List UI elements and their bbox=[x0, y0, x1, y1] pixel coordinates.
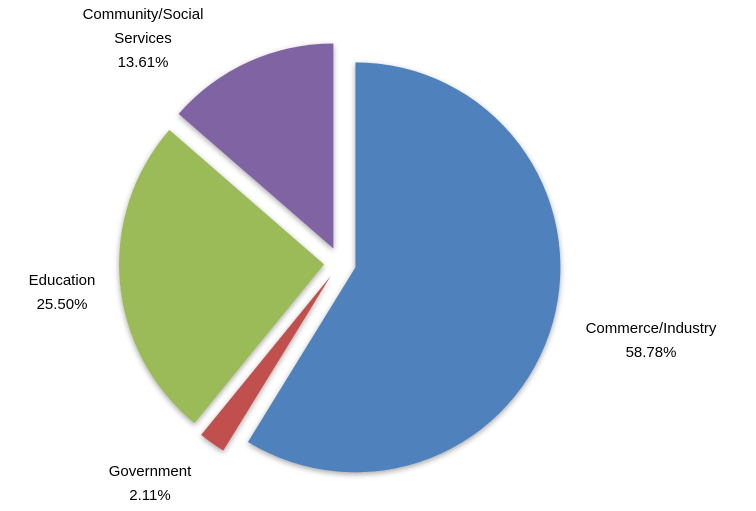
data-label: Community/Social Services 13.61% bbox=[83, 6, 204, 71]
pie-slice-community-social-services bbox=[178, 43, 334, 249]
pie-slice-commerce-industry bbox=[247, 62, 561, 473]
pie-slice-education bbox=[119, 129, 325, 424]
data-label: Government 2.11% bbox=[109, 463, 192, 504]
pie-slice-government bbox=[201, 276, 331, 451]
data-label: Education 25.50% bbox=[29, 272, 96, 313]
data-label: Commerce/Industry 58.78% bbox=[586, 320, 717, 361]
